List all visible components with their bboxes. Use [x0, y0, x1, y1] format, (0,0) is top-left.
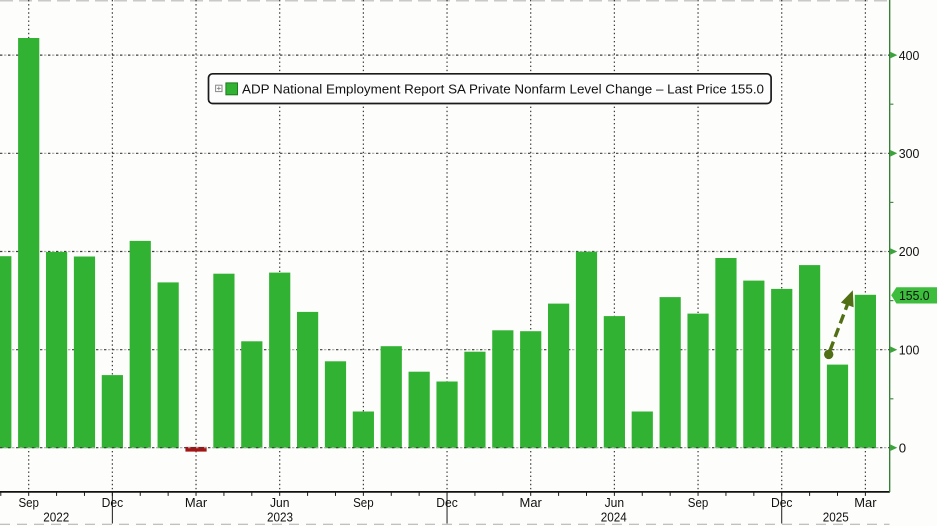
svg-text:100: 100 [899, 342, 920, 357]
svg-text:200: 200 [899, 244, 920, 259]
svg-text:155.0: 155.0 [899, 288, 930, 303]
svg-text:2025: 2025 [823, 510, 849, 525]
svg-text:Jun: Jun [270, 495, 290, 510]
svg-text:300: 300 [899, 146, 920, 161]
svg-text:2024: 2024 [601, 510, 627, 525]
svg-text:Dec: Dec [102, 495, 124, 510]
svg-text:2023: 2023 [267, 510, 293, 525]
svg-text:Mar: Mar [520, 495, 543, 510]
svg-text:Jun: Jun [605, 495, 625, 510]
svg-text:ADP National Employment Report: ADP National Employment Report SA Privat… [242, 82, 764, 97]
svg-text:Mar: Mar [854, 495, 877, 510]
svg-text:Sep: Sep [18, 495, 39, 510]
svg-text:Sep: Sep [688, 495, 709, 510]
svg-text:Sep: Sep [353, 495, 374, 510]
svg-text:Dec: Dec [771, 495, 793, 510]
svg-text:400: 400 [899, 48, 920, 63]
svg-text:Dec: Dec [436, 495, 458, 510]
svg-text:2022: 2022 [43, 510, 69, 525]
svg-text:Mar: Mar [185, 495, 208, 510]
svg-text:0: 0 [899, 440, 906, 455]
